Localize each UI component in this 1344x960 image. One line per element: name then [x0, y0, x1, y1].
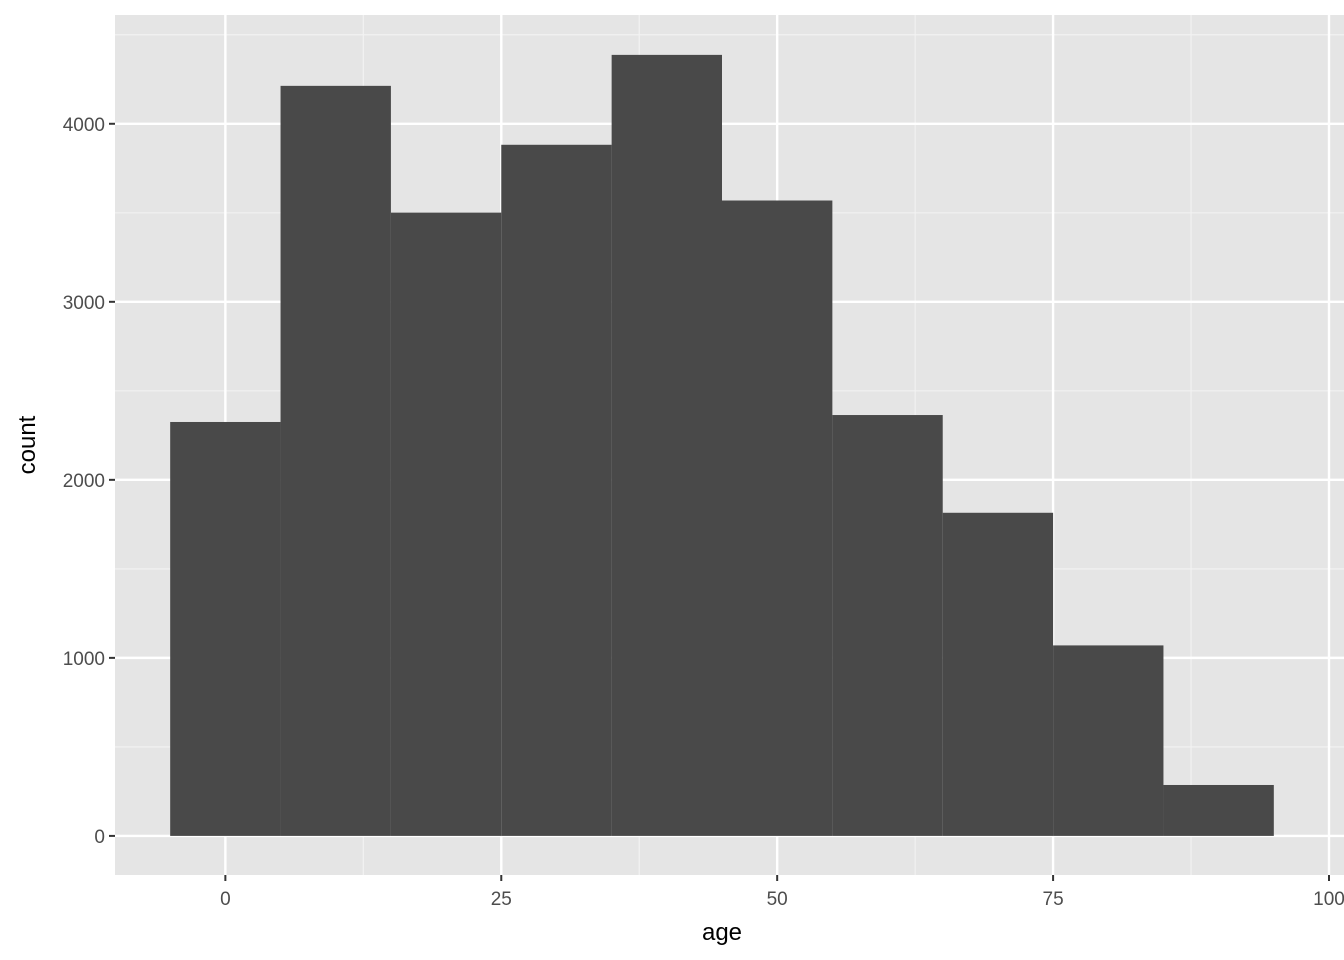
- y-tick-label: 3000: [63, 293, 105, 314]
- bar: [832, 415, 943, 836]
- bar: [170, 421, 281, 836]
- bar: [722, 200, 833, 836]
- y-tick-label: 4000: [63, 115, 105, 136]
- x-tick-label: 75: [1043, 889, 1064, 910]
- bar: [280, 85, 391, 836]
- bar: [611, 54, 722, 836]
- y-tick-label: 0: [94, 827, 105, 848]
- x-tick-label: 100: [1313, 889, 1344, 910]
- bar: [390, 212, 502, 836]
- x-axis-title: age: [702, 919, 742, 946]
- bar: [942, 512, 1054, 836]
- x-tick-label: 0: [220, 889, 231, 910]
- bar: [1163, 784, 1274, 836]
- y-tick-label: 1000: [63, 649, 105, 670]
- y-tick-label: 2000: [63, 471, 105, 492]
- y-axis-title: count: [14, 415, 41, 474]
- bar: [501, 144, 612, 836]
- x-tick-label: 50: [767, 889, 788, 910]
- x-tick-label: 25: [491, 889, 512, 910]
- bar: [1053, 645, 1164, 836]
